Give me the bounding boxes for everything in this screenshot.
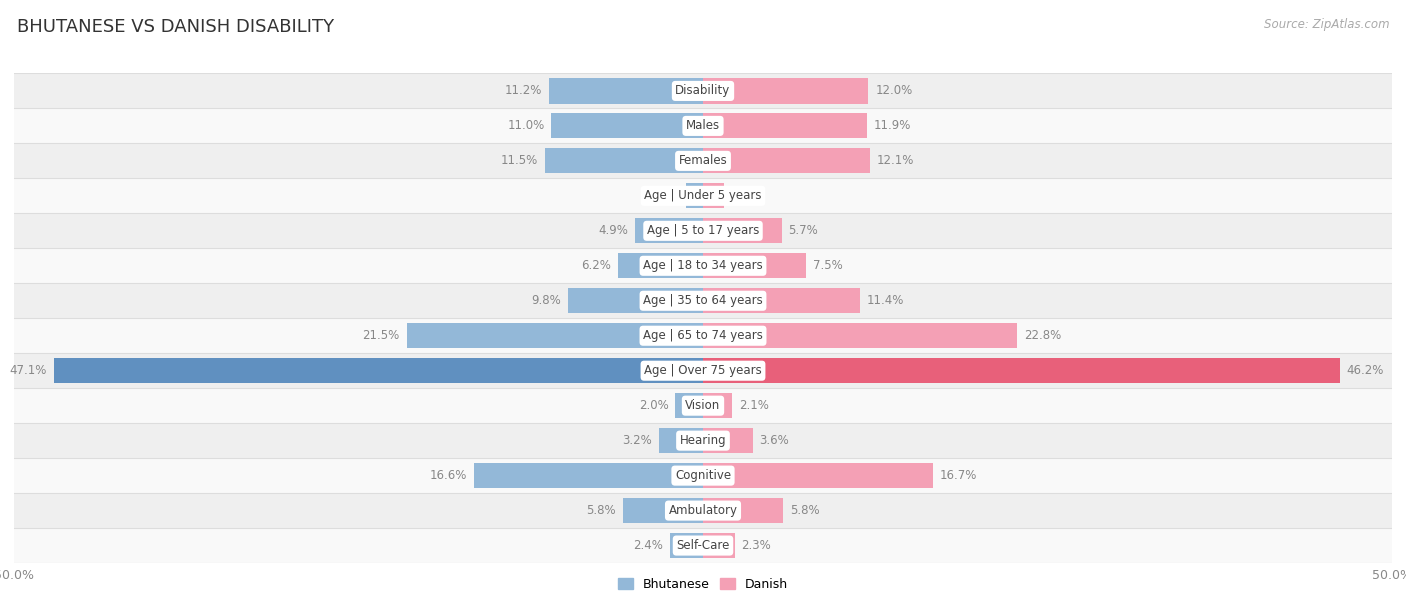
Bar — [703, 183, 724, 209]
Bar — [703, 323, 1017, 348]
Text: Age | 5 to 17 years: Age | 5 to 17 years — [647, 225, 759, 237]
Text: 11.9%: 11.9% — [875, 119, 911, 132]
Text: 12.1%: 12.1% — [876, 154, 914, 167]
Text: 46.2%: 46.2% — [1347, 364, 1384, 377]
Bar — [14, 248, 1392, 283]
Text: 9.8%: 9.8% — [531, 294, 561, 307]
Bar — [14, 528, 1392, 563]
Text: BHUTANESE VS DANISH DISABILITY: BHUTANESE VS DANISH DISABILITY — [17, 18, 335, 36]
Bar — [568, 288, 703, 313]
Text: 5.7%: 5.7% — [789, 225, 818, 237]
Text: 6.2%: 6.2% — [581, 259, 610, 272]
Bar — [548, 78, 703, 103]
Bar — [703, 288, 860, 313]
Text: 5.8%: 5.8% — [586, 504, 616, 517]
Bar — [703, 428, 752, 453]
Bar — [544, 148, 703, 173]
Text: 2.3%: 2.3% — [741, 539, 772, 552]
Text: 11.5%: 11.5% — [501, 154, 537, 167]
Text: 22.8%: 22.8% — [1024, 329, 1062, 342]
Text: Cognitive: Cognitive — [675, 469, 731, 482]
Text: 12.0%: 12.0% — [875, 84, 912, 97]
Bar — [14, 318, 1392, 353]
Text: 3.6%: 3.6% — [759, 434, 789, 447]
Text: Females: Females — [679, 154, 727, 167]
Text: Males: Males — [686, 119, 720, 132]
Bar — [14, 423, 1392, 458]
Text: 21.5%: 21.5% — [363, 329, 399, 342]
Text: 2.0%: 2.0% — [638, 399, 669, 412]
Text: 3.2%: 3.2% — [623, 434, 652, 447]
Bar — [675, 393, 703, 418]
Bar — [703, 218, 782, 244]
Text: Age | 35 to 64 years: Age | 35 to 64 years — [643, 294, 763, 307]
Text: 16.7%: 16.7% — [941, 469, 977, 482]
Bar — [703, 78, 869, 103]
Bar — [703, 148, 870, 173]
Bar — [14, 214, 1392, 248]
Bar — [703, 498, 783, 523]
Bar — [14, 73, 1392, 108]
Bar — [53, 358, 703, 383]
Bar — [14, 388, 1392, 423]
Text: Age | 65 to 74 years: Age | 65 to 74 years — [643, 329, 763, 342]
Bar — [623, 498, 703, 523]
Bar — [617, 253, 703, 278]
Text: 5.8%: 5.8% — [790, 504, 820, 517]
Bar — [551, 113, 703, 138]
Text: 11.2%: 11.2% — [505, 84, 541, 97]
Text: 16.6%: 16.6% — [430, 469, 467, 482]
Bar — [14, 283, 1392, 318]
Bar — [474, 463, 703, 488]
Bar — [14, 353, 1392, 388]
Text: Age | Under 5 years: Age | Under 5 years — [644, 189, 762, 203]
Text: Self-Care: Self-Care — [676, 539, 730, 552]
Bar — [406, 323, 703, 348]
Text: 4.9%: 4.9% — [599, 225, 628, 237]
Bar — [14, 178, 1392, 214]
Legend: Bhutanese, Danish: Bhutanese, Danish — [613, 573, 793, 596]
Text: 2.4%: 2.4% — [633, 539, 664, 552]
Text: 11.4%: 11.4% — [868, 294, 904, 307]
Text: Hearing: Hearing — [679, 434, 727, 447]
Bar — [703, 113, 868, 138]
Text: Source: ZipAtlas.com: Source: ZipAtlas.com — [1264, 18, 1389, 31]
Bar — [703, 253, 807, 278]
Text: 11.0%: 11.0% — [508, 119, 544, 132]
Text: 7.5%: 7.5% — [813, 259, 844, 272]
Text: Age | 18 to 34 years: Age | 18 to 34 years — [643, 259, 763, 272]
Bar — [14, 143, 1392, 178]
Bar — [669, 533, 703, 558]
Bar — [703, 533, 735, 558]
Bar — [703, 393, 733, 418]
Bar — [14, 458, 1392, 493]
Bar — [686, 183, 703, 209]
Bar — [636, 218, 703, 244]
Text: Vision: Vision — [685, 399, 721, 412]
Text: Age | Over 75 years: Age | Over 75 years — [644, 364, 762, 377]
Text: Ambulatory: Ambulatory — [668, 504, 738, 517]
Bar — [703, 358, 1340, 383]
Bar — [659, 428, 703, 453]
Text: 2.1%: 2.1% — [738, 399, 769, 412]
Bar — [14, 493, 1392, 528]
Text: Disability: Disability — [675, 84, 731, 97]
Bar — [14, 108, 1392, 143]
Text: 47.1%: 47.1% — [10, 364, 48, 377]
Text: 1.2%: 1.2% — [650, 189, 679, 203]
Text: 1.5%: 1.5% — [731, 189, 761, 203]
Bar — [703, 463, 934, 488]
